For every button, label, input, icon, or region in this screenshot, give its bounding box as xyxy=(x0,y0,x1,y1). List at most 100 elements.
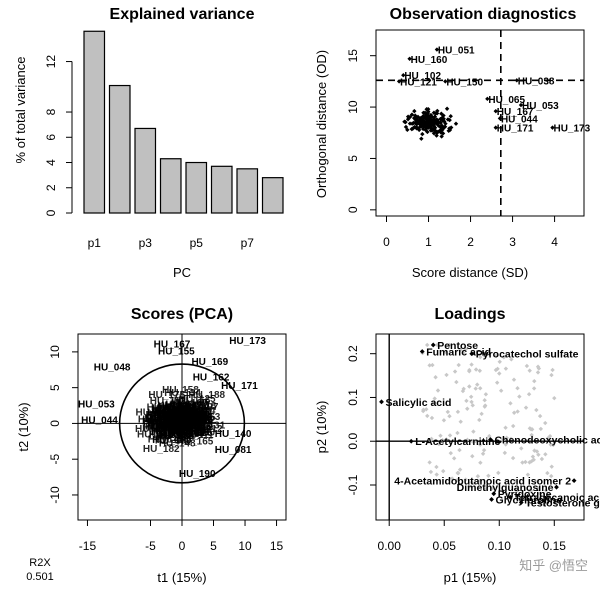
loading-point xyxy=(535,479,540,484)
score-point-label: HU_111 xyxy=(178,430,214,441)
loading-point xyxy=(534,449,540,454)
score-point-label: HU_121 xyxy=(173,427,210,438)
score-point-label: HU_118 xyxy=(180,401,217,412)
loading-point xyxy=(471,429,476,434)
loading-point xyxy=(477,442,483,447)
score-point-label: HU_154 xyxy=(160,404,197,415)
score-point-label: HU_127 xyxy=(143,417,180,428)
y-tick-label: 12 xyxy=(44,55,58,69)
loading-point-labeled xyxy=(419,349,425,354)
score-point-label: HU_120 xyxy=(163,409,200,420)
score-point-label: HU_149 xyxy=(168,426,205,437)
score-point-label: HU_194 xyxy=(163,419,200,430)
y-tick-label: -10 xyxy=(48,486,62,504)
score-point-label: HU_132 xyxy=(171,416,208,427)
loading-point xyxy=(538,426,544,432)
loading-point xyxy=(508,401,513,406)
observation-point-labeled xyxy=(485,96,490,102)
loading-point xyxy=(478,354,483,360)
score-point-label: HU_145 xyxy=(151,425,188,436)
panel-loadings: Loadings 0.00 0.05 0.10 0.15 0.2 0.1 0.0 -0.1 Pe… xyxy=(314,306,600,585)
loading-point xyxy=(526,392,532,397)
observation-label: HU_160 xyxy=(411,55,448,66)
score-point-label: HU_153 xyxy=(152,403,189,414)
loading-point xyxy=(530,454,536,459)
observation-label: HU_044 xyxy=(501,114,538,125)
observation-label: HU_051 xyxy=(438,46,475,57)
observation-point xyxy=(430,126,436,132)
observation-point-labeled xyxy=(550,125,555,130)
score-point-label: HU_171 xyxy=(168,406,205,417)
loading-point xyxy=(477,417,482,423)
score-point-label: HU_156 xyxy=(175,413,212,424)
loading-point xyxy=(428,438,433,443)
loading-point xyxy=(502,450,508,456)
loading-point xyxy=(541,502,547,507)
score-point-label: HU_163 xyxy=(184,412,221,423)
loading-point xyxy=(510,455,516,461)
observation-diagnostics-title: Observation diagnostics xyxy=(390,6,577,23)
x-tick-label: 0.10 xyxy=(488,539,512,553)
observation-label: HU_065 xyxy=(488,95,525,106)
score-label: HU_171 xyxy=(221,381,258,392)
observation-point xyxy=(435,108,440,114)
loading-label: Tetradecanoic acid xyxy=(514,492,600,504)
score-point-label: HU_140 xyxy=(167,410,204,421)
loading-point xyxy=(444,372,449,378)
score-point-label: HU_165 xyxy=(177,436,214,447)
score-point-label: HU_173 xyxy=(176,420,213,431)
score-point-label: HU_144 xyxy=(146,410,183,421)
score-point-label: HU_177 xyxy=(160,415,197,426)
x-tick-label: 4 xyxy=(551,235,558,249)
score-point-label: HU_198 xyxy=(151,404,188,415)
loading-point xyxy=(528,488,534,494)
loading-point xyxy=(455,430,460,436)
score-point-label: HU_110 xyxy=(165,400,202,411)
loading-label: Chenodeoxycholic acid isomer xyxy=(494,434,600,446)
observation-point xyxy=(441,116,446,121)
score-point-label: HU_188 xyxy=(174,416,211,427)
loading-label: Pyrocatechol sulfate xyxy=(476,349,579,361)
score-point-label: HU_122 xyxy=(171,410,208,421)
observation-point-labeled xyxy=(497,116,503,121)
score-point-label: HU_155 xyxy=(147,402,184,413)
score-point-label: HU_168 xyxy=(174,408,211,419)
loading-point xyxy=(434,342,440,348)
score-point-label: HU_195 xyxy=(172,425,209,436)
score-point-label: HU_148 xyxy=(152,420,189,431)
loading-point xyxy=(545,436,551,441)
loading-point xyxy=(433,375,438,380)
loading-point xyxy=(496,470,501,476)
y-tick-label: 0 xyxy=(44,209,58,216)
score-point-label: HU_134 xyxy=(170,415,207,426)
loading-point xyxy=(536,485,541,491)
score-point-label: HU_134 xyxy=(164,388,201,399)
loading-point xyxy=(467,484,472,489)
loading-point xyxy=(511,410,517,415)
loading-point xyxy=(449,476,455,481)
score-point-label: HU_136 xyxy=(171,413,208,424)
score-point-label: HU_159 xyxy=(156,410,193,421)
loading-point xyxy=(454,379,459,385)
score-label: HU_169 xyxy=(191,357,228,368)
loading-point xyxy=(463,347,468,352)
observation-point xyxy=(436,123,441,128)
loading-point xyxy=(440,438,445,443)
observation-point xyxy=(440,131,446,136)
score-point-label: HU_150 xyxy=(178,427,215,438)
loading-point xyxy=(441,468,446,474)
x-tick-label: p1 xyxy=(88,236,102,250)
observation-point xyxy=(413,121,418,126)
bar-p8 xyxy=(261,177,284,214)
y-tick-label: 10 xyxy=(48,345,62,359)
score-label: HU_162 xyxy=(193,373,230,384)
loading-point xyxy=(425,413,430,419)
score-point-label: HU_141 xyxy=(165,402,202,413)
loading-point xyxy=(543,420,548,426)
score-point-label: HU_151 xyxy=(176,406,213,417)
observation-point xyxy=(443,121,448,126)
score-point-label: HU_140 xyxy=(160,430,197,441)
score-point-label: HU_113 xyxy=(142,416,179,427)
x-tick-label: -5 xyxy=(145,539,156,553)
observation-point xyxy=(448,113,453,119)
